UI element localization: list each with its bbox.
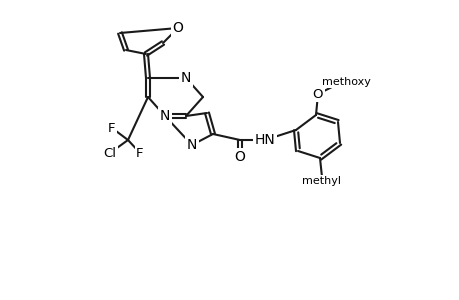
Text: HN: HN xyxy=(254,133,275,147)
Text: Cl: Cl xyxy=(103,146,116,160)
Text: F: F xyxy=(136,146,143,160)
Text: methoxy: methoxy xyxy=(321,77,369,87)
Text: O: O xyxy=(172,21,183,35)
Text: O: O xyxy=(234,150,245,164)
Text: O: O xyxy=(312,88,323,100)
Text: N: N xyxy=(180,71,191,85)
Text: methyl: methyl xyxy=(302,176,341,186)
Text: F: F xyxy=(108,122,116,134)
Text: N: N xyxy=(186,138,197,152)
Text: N: N xyxy=(159,109,170,123)
